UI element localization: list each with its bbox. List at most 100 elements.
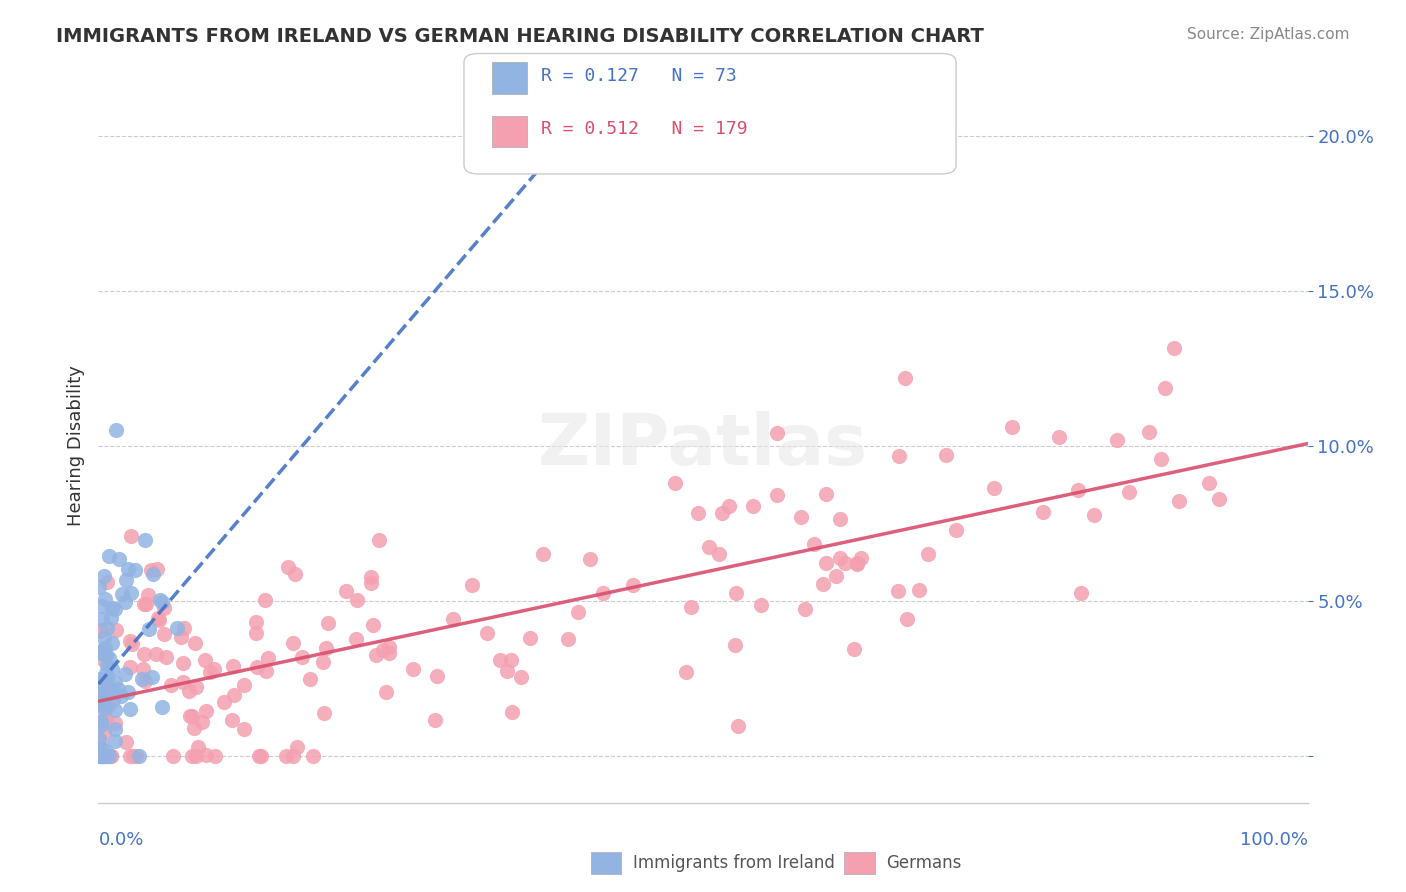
Point xyxy=(94,713,117,727)
Point xyxy=(93,641,115,656)
Point xyxy=(519,631,541,645)
Point xyxy=(688,506,710,520)
Point xyxy=(97,651,120,665)
Point xyxy=(114,667,136,681)
Point xyxy=(195,747,218,762)
Point xyxy=(91,645,114,659)
Point xyxy=(402,662,425,676)
Point xyxy=(104,734,127,748)
Point xyxy=(104,715,127,730)
Point xyxy=(90,741,112,756)
Point xyxy=(222,658,245,673)
Point xyxy=(96,694,118,708)
Point xyxy=(108,551,131,566)
Point xyxy=(162,749,184,764)
Point xyxy=(104,674,127,689)
Point xyxy=(501,653,523,667)
Point xyxy=(89,690,111,704)
Point xyxy=(1118,485,1140,500)
Point xyxy=(1167,493,1189,508)
Point xyxy=(1032,505,1054,519)
Point xyxy=(172,674,194,689)
Point xyxy=(96,671,118,685)
Point xyxy=(120,660,142,674)
Point xyxy=(101,693,124,707)
Point xyxy=(790,510,813,524)
Point xyxy=(96,666,118,681)
Point xyxy=(93,698,115,713)
Point xyxy=(150,700,173,714)
Point xyxy=(191,715,214,730)
Point xyxy=(312,706,335,721)
Point xyxy=(232,722,254,736)
Point xyxy=(247,749,270,764)
Point xyxy=(110,689,132,703)
Point xyxy=(371,642,394,657)
Point xyxy=(146,561,169,575)
Point xyxy=(766,426,789,441)
Point xyxy=(115,573,138,587)
Point xyxy=(89,624,111,638)
Point xyxy=(1208,491,1230,506)
Point xyxy=(301,749,323,764)
Text: Germans: Germans xyxy=(886,855,962,872)
Point xyxy=(475,625,498,640)
Point xyxy=(94,648,117,662)
Point xyxy=(142,567,165,582)
Point xyxy=(97,749,120,764)
Point xyxy=(91,599,114,613)
Point xyxy=(96,621,118,635)
Point xyxy=(97,699,120,714)
Point xyxy=(245,615,267,630)
Point xyxy=(250,749,273,764)
Point xyxy=(749,599,772,613)
Point xyxy=(194,653,217,667)
Text: 0.0%: 0.0% xyxy=(98,831,143,849)
Point xyxy=(281,748,304,763)
Point xyxy=(173,620,195,634)
Point xyxy=(100,749,122,764)
Point xyxy=(89,749,111,764)
Point xyxy=(160,678,183,692)
Point xyxy=(845,558,868,572)
Point xyxy=(592,586,614,600)
Point xyxy=(367,533,389,547)
Point xyxy=(509,670,531,684)
Point xyxy=(1107,434,1129,448)
Point xyxy=(170,630,193,644)
Point xyxy=(374,684,396,698)
Point xyxy=(104,623,127,637)
Point xyxy=(425,713,447,727)
Point xyxy=(834,557,856,571)
Point xyxy=(87,580,110,594)
Point xyxy=(93,569,115,583)
Point xyxy=(104,424,127,438)
Point xyxy=(1070,586,1092,600)
Point xyxy=(1149,452,1171,467)
Point xyxy=(360,570,382,584)
Text: ZIPatlas: ZIPatlas xyxy=(538,411,868,481)
Point xyxy=(461,578,484,592)
Point xyxy=(166,621,188,635)
Point xyxy=(155,650,177,665)
Point xyxy=(825,568,848,582)
Point xyxy=(138,622,160,636)
Point xyxy=(90,698,112,712)
Point xyxy=(134,674,156,689)
Point xyxy=(90,694,112,708)
Point xyxy=(177,684,200,698)
Point xyxy=(183,721,205,735)
Point xyxy=(917,547,939,561)
Point xyxy=(828,512,851,526)
Point xyxy=(150,595,173,609)
Point xyxy=(221,713,243,727)
Point xyxy=(104,602,127,616)
Point xyxy=(91,749,114,764)
Point xyxy=(803,537,825,551)
Point xyxy=(346,592,368,607)
Point xyxy=(90,714,112,729)
Point xyxy=(298,672,321,686)
Point xyxy=(254,592,277,607)
Point xyxy=(97,549,120,563)
Point xyxy=(1001,419,1024,434)
